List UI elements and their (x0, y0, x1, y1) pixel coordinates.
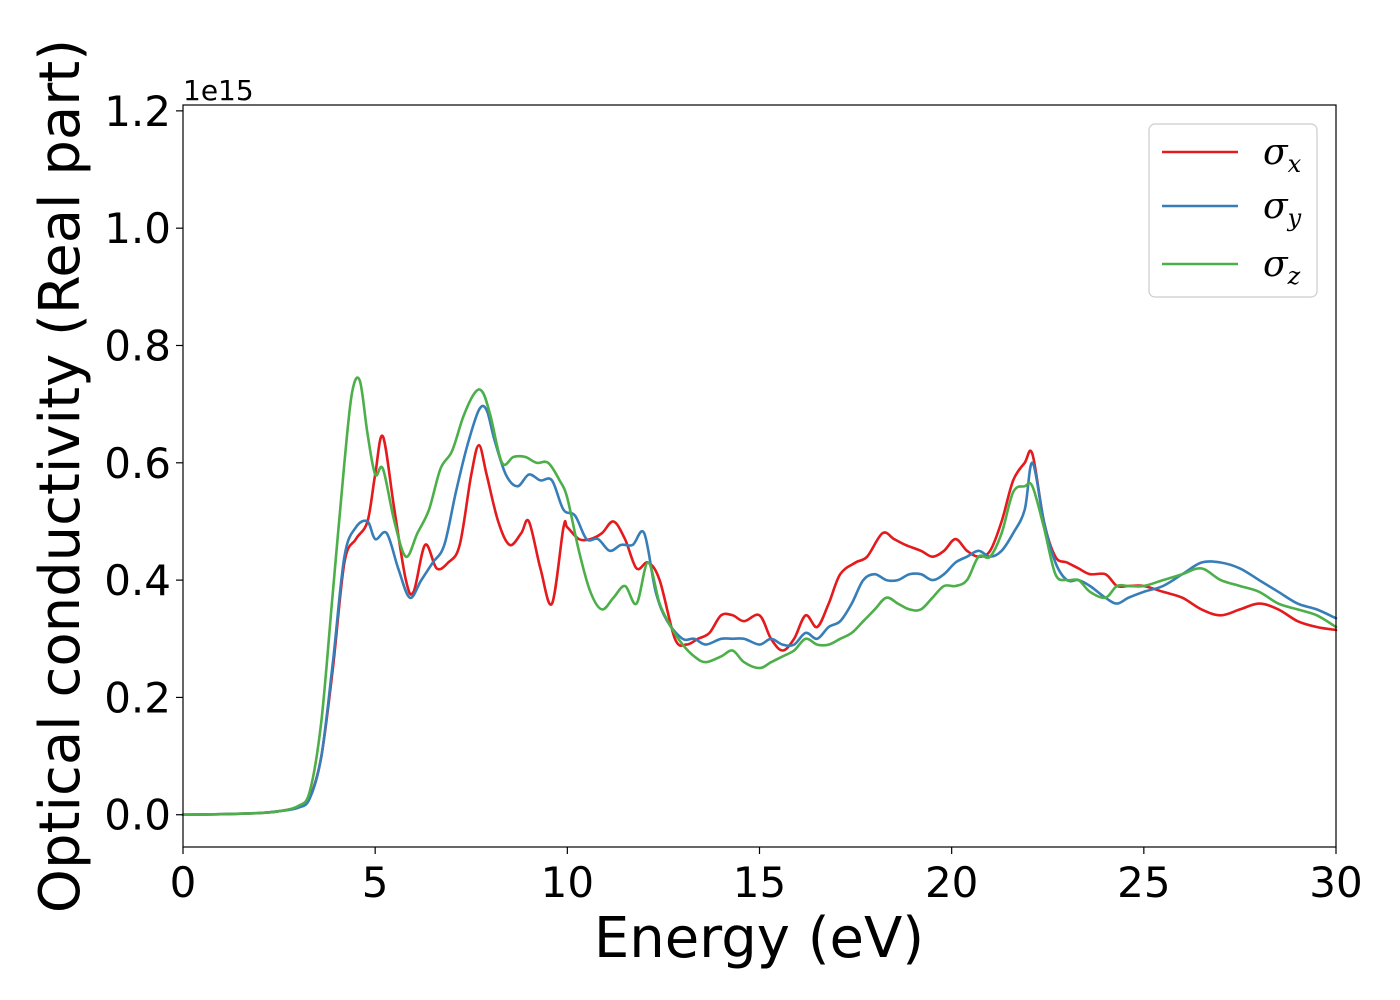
y-tick-label: 1.2 (104, 87, 171, 136)
series-line-sigma-z (181, 376, 1338, 816)
x-axis: 0 5 10 15 20 25 30 (170, 847, 1363, 907)
x-tick-label: 5 (362, 858, 389, 907)
y-axis: 0.0 0.2 0.4 0.6 0.8 1.0 1.2 (104, 87, 183, 840)
y-tick-label: 0.4 (104, 556, 171, 605)
legend-box (1148, 123, 1318, 298)
y-tick-label: 0.6 (104, 439, 171, 488)
series-layer (181, 376, 1338, 816)
x-tick-label: 30 (1309, 858, 1362, 907)
x-tick-label: 10 (541, 858, 594, 907)
y-offset-label: 1e15 (183, 74, 254, 107)
y-tick-label: 1.0 (104, 204, 171, 253)
y-axis-title: Optical conductivity (Real part) (28, 39, 93, 913)
y-tick-label: 0.8 (104, 321, 171, 370)
series-line-sigma-x (181, 434, 1338, 816)
x-tick-label: 15 (733, 858, 786, 907)
x-axis-title: Energy (eV) (594, 906, 924, 971)
y-tick-label: 0.2 (104, 673, 171, 722)
x-tick-label: 25 (1117, 858, 1170, 907)
x-tick-label: 0 (170, 858, 197, 907)
series-line-sigma-y (181, 404, 1338, 816)
x-tick-label: 20 (925, 858, 978, 907)
y-tick-label: 0.0 (104, 791, 171, 840)
